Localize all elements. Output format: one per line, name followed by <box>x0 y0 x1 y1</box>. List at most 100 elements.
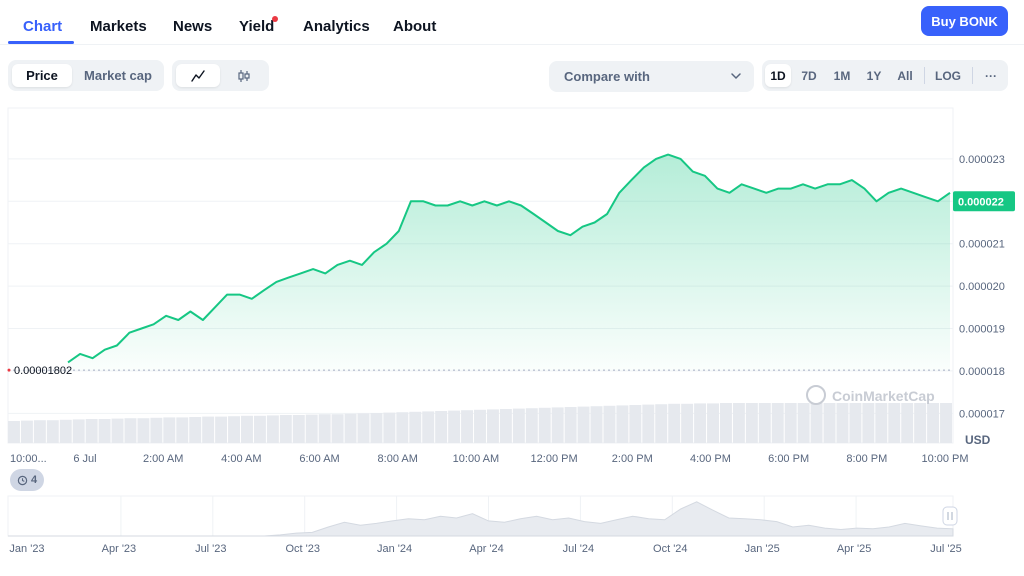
price-chart[interactable]: 0.000017 0.000018 0.000019 0.000020 0.000021… <box>0 100 1024 468</box>
volume-bar <box>318 414 331 443</box>
tab-chart[interactable]: Chart <box>23 18 63 35</box>
currency-label: USD <box>965 433 991 447</box>
range-1d-button[interactable]: 1D <box>765 64 791 87</box>
volume-bar <box>461 410 474 443</box>
volume-bar <box>150 417 163 443</box>
navigator-handle-body[interactable] <box>942 506 958 526</box>
range-1m-button[interactable]: 1M <box>833 68 851 83</box>
x-tick-label: 6 Jul <box>73 453 96 465</box>
range-all-button[interactable]: All <box>897 68 913 83</box>
volume-bar <box>422 411 435 443</box>
compare-with-label: Compare with <box>564 69 650 84</box>
history-button[interactable]: 4 <box>10 469 44 491</box>
x-tick-label: 12:00 PM <box>531 453 578 465</box>
volume-bar <box>305 414 318 443</box>
line-chart-button[interactable] <box>176 64 220 87</box>
current-price-badge: 0.000022 <box>953 191 1015 212</box>
volume-bar <box>745 403 758 443</box>
volume-bar <box>176 417 189 443</box>
range-navigator[interactable]: Jan '23 Apr '23 Jul '23 Oct '23 Jan '24 Apr '… <box>0 492 1024 576</box>
volume-bar <box>253 415 266 443</box>
y-tick-label: 0.000018 <box>959 366 1005 378</box>
volume-bar <box>266 415 279 443</box>
volume-bar <box>694 403 707 443</box>
tab-markets[interactable]: Markets <box>90 18 147 35</box>
range-7d-button[interactable]: 7D <box>801 68 817 83</box>
y-tick-label: 0.000021 <box>959 239 1005 251</box>
navigator-x-tick-label: Jul '23 <box>195 543 226 555</box>
volume-bar <box>901 403 914 443</box>
volume-bar <box>668 403 681 443</box>
volume-bar <box>357 413 370 443</box>
x-axis: 10:00... 6 Jul 2:00 AM 4:00 AM 6:00 AM 8:00 A… <box>10 453 969 465</box>
navigator-history-area <box>8 501 954 537</box>
navigator-x-tick-label: Apr '24 <box>469 543 504 555</box>
volume-bar <box>72 419 85 443</box>
candlestick-button[interactable] <box>222 64 266 87</box>
x-tick-label: 8:00 PM <box>846 453 887 465</box>
volume-bar <box>642 404 655 443</box>
volume-bar <box>823 403 836 443</box>
price-button[interactable]: Price <box>12 64 72 87</box>
volume-bar <box>499 409 512 443</box>
volume-bar <box>331 414 344 443</box>
volume-bar <box>810 403 823 443</box>
navigator-x-tick-label: Jul '24 <box>563 543 594 555</box>
tab-yield[interactable]: Yield <box>239 18 275 35</box>
x-tick-label: 4:00 AM <box>221 453 261 465</box>
volume-bar <box>707 403 719 443</box>
volume-bar <box>241 415 253 443</box>
price-area <box>68 154 950 371</box>
log-scale-button[interactable]: LOG <box>935 68 961 83</box>
navigator-x-tick-label: Jan '23 <box>9 543 44 555</box>
x-tick-label: 8:00 AM <box>378 453 418 465</box>
navigator-handle[interactable] <box>942 506 958 526</box>
navigator-x-tick-label: Jan '24 <box>377 543 412 555</box>
price-line <box>67 153 951 364</box>
range-1y-button[interactable]: 1Y <box>866 68 882 83</box>
volume-bar <box>849 403 862 443</box>
volume-bar <box>111 418 124 443</box>
volume-bar <box>784 403 797 443</box>
volume-bar <box>189 417 202 443</box>
navigator-x-tick-label: Apr '23 <box>102 543 137 555</box>
marketcap-button[interactable]: Market cap <box>84 68 152 83</box>
volume-bar <box>46 420 59 443</box>
navigator-x-axis: Jan '23 Apr '23 Jul '23 Oct '23 Jan '24 Apr '… <box>9 543 961 555</box>
buy-bonk-button[interactable]: Buy BONK <box>921 6 1008 36</box>
volume-bar <box>20 420 33 443</box>
volume-bar <box>771 403 784 443</box>
volume-bar <box>551 407 564 443</box>
chevron-down-icon <box>731 73 741 80</box>
history-count: 4 <box>30 474 38 486</box>
tab-analytics[interactable]: Analytics <box>303 18 370 35</box>
volume-bar <box>577 406 590 443</box>
chart-type-toggle <box>172 60 269 91</box>
x-tick-label: 4:00 PM <box>690 453 731 465</box>
tab-about[interactable]: About <box>393 18 437 35</box>
compare-with-dropdown[interactable]: Compare with <box>549 61 754 92</box>
time-range-selector: 1D 7D 1M 1Y All LOG ··· <box>762 60 1008 91</box>
navigator-x-tick-label: Apr '25 <box>837 543 872 555</box>
candlestick-icon <box>238 69 250 82</box>
navigator-x-tick-label: Oct '24 <box>653 543 688 555</box>
x-tick-label: 10:00... <box>10 453 47 465</box>
volume-bar <box>163 417 176 443</box>
volume-bar <box>474 409 486 443</box>
more-options-button[interactable]: ··· <box>985 68 997 83</box>
volume-bar <box>732 403 745 443</box>
range-divider <box>924 67 925 84</box>
active-tab-indicator <box>8 41 74 44</box>
volume-bar <box>603 405 616 443</box>
volume-bar <box>228 416 241 443</box>
history-icon <box>17 475 28 485</box>
volume-bar <box>344 413 357 443</box>
volume-bar <box>98 419 111 443</box>
current-price-badge-bg <box>953 191 1015 212</box>
open-price-marker <box>7 368 11 372</box>
y-tick-label: 0.000019 <box>959 324 1005 336</box>
volume-bar <box>279 415 292 443</box>
tab-news[interactable]: News <box>173 18 213 35</box>
volume-bar <box>914 403 927 443</box>
volume-bar <box>59 419 72 443</box>
